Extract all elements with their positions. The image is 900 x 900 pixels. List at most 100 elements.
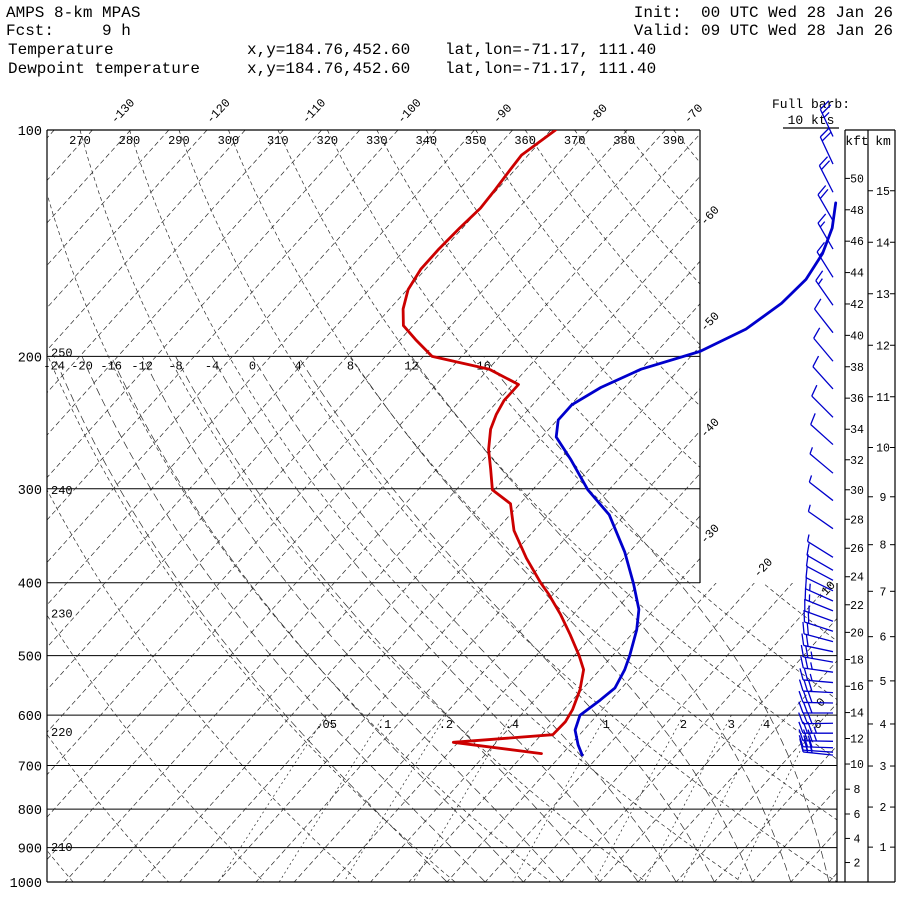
barb-staff bbox=[802, 740, 834, 742]
barb-full bbox=[802, 701, 809, 714]
barb-half bbox=[823, 112, 830, 118]
barb-full bbox=[802, 721, 809, 734]
barb-staff bbox=[819, 109, 834, 137]
barb-half bbox=[809, 447, 814, 455]
barb-half bbox=[817, 278, 823, 285]
barb-full bbox=[807, 729, 813, 742]
mixing-ratio-line bbox=[512, 715, 607, 882]
km-tick-label: 10 bbox=[876, 442, 890, 455]
barb-staff bbox=[808, 481, 834, 502]
barb-full bbox=[816, 242, 825, 253]
dry-adiabat-label-top: 330 bbox=[366, 134, 388, 148]
isotherm-line bbox=[47, 130, 666, 882]
dry-adiabat-label-top: 290 bbox=[168, 134, 190, 148]
barb-full bbox=[800, 644, 805, 657]
barb-full bbox=[807, 679, 813, 692]
wind-barb bbox=[799, 740, 834, 756]
moist-adiabat-line bbox=[141, 356, 562, 882]
barb-staff bbox=[808, 510, 834, 530]
isotherm-line bbox=[47, 130, 246, 882]
km-tick-label: 2 bbox=[880, 802, 887, 815]
wind-barb bbox=[808, 475, 834, 502]
kft-tick-label: 28 bbox=[850, 514, 864, 527]
mixing-ratio-label: .4 bbox=[505, 718, 519, 732]
kft-tick-label: 4 bbox=[854, 833, 861, 846]
wind-barb bbox=[807, 504, 834, 530]
km-tick-label: 1 bbox=[880, 842, 887, 855]
barb-staff bbox=[814, 308, 834, 334]
dry-adiabat-label-top: 370 bbox=[564, 134, 586, 148]
dry-adiabat-line bbox=[79, 130, 647, 882]
wind-barb bbox=[817, 185, 834, 221]
moist-adiabat-line bbox=[350, 356, 753, 882]
wind-barb bbox=[815, 270, 834, 306]
wind-barb bbox=[798, 721, 833, 734]
moist-adiabat-line bbox=[411, 356, 792, 882]
barb-half bbox=[806, 534, 810, 542]
dry-adiabat-label-top: 310 bbox=[267, 134, 289, 148]
kft-tick-label: 22 bbox=[850, 600, 864, 613]
barb-full bbox=[819, 100, 830, 110]
barb-staff bbox=[805, 588, 834, 602]
dry-adiabat-label-left: 250 bbox=[51, 346, 73, 360]
isotherm-line bbox=[47, 130, 552, 882]
isotherm-line bbox=[47, 130, 590, 882]
pressure-tick-label: 1000 bbox=[10, 877, 42, 892]
dewpoint-trace bbox=[401, 130, 585, 755]
barb-staff bbox=[812, 366, 834, 390]
barb-half bbox=[813, 726, 818, 734]
forecast-hour: Fcst: 9 h bbox=[6, 22, 131, 40]
pressure-tick-label: 300 bbox=[18, 484, 42, 499]
kft-tick-label: 6 bbox=[854, 809, 861, 822]
isotherm-line bbox=[714, 130, 837, 882]
wind-barb bbox=[819, 100, 834, 137]
frame-layer bbox=[46, 129, 896, 883]
barb-staff bbox=[810, 424, 834, 446]
dry-adiabat-label-top: 350 bbox=[465, 134, 487, 148]
kft-tick-label: 32 bbox=[850, 455, 864, 468]
barb-full bbox=[800, 656, 804, 669]
barb-full bbox=[799, 740, 804, 753]
isotherm-line bbox=[47, 130, 284, 882]
moist-adiabat-label: 12 bbox=[404, 359, 418, 373]
isotherm-line bbox=[47, 130, 170, 882]
dry-adiabat-line bbox=[376, 130, 837, 882]
barb-staff bbox=[816, 251, 834, 278]
moist-adiabat-line bbox=[211, 356, 639, 882]
barb-full bbox=[813, 327, 821, 339]
mixing-ratio-label: 1 bbox=[603, 718, 610, 732]
isotherm-line bbox=[47, 130, 704, 882]
temperature-trace bbox=[554, 201, 838, 757]
mixing-ratio-line bbox=[343, 715, 447, 882]
barb-full bbox=[801, 633, 805, 646]
barb-half bbox=[810, 662, 813, 670]
dry-adiabat-label-left: 210 bbox=[51, 841, 73, 855]
moist-adiabat-label: -4 bbox=[205, 359, 219, 373]
barb-full bbox=[813, 298, 822, 310]
moist-adiabat-line bbox=[81, 356, 486, 882]
kft-tick-label: 44 bbox=[850, 268, 864, 281]
barb-full bbox=[806, 623, 810, 636]
moist-adiabat-line bbox=[252, 356, 677, 882]
dry-adiabat-label-top: 390 bbox=[663, 134, 685, 148]
barb-full bbox=[815, 270, 824, 282]
km-axis-header: km bbox=[875, 134, 891, 149]
barb-full bbox=[798, 712, 804, 724]
km-tick-label: 11 bbox=[876, 392, 890, 405]
barb-staff bbox=[813, 337, 834, 362]
kft-tick-label: 20 bbox=[850, 627, 864, 640]
barb-full bbox=[803, 679, 809, 692]
dry-adiabat-label-top: 300 bbox=[218, 134, 240, 148]
moist-adiabat-label: -12 bbox=[131, 359, 153, 373]
wind-barb bbox=[818, 156, 834, 193]
barb-full bbox=[821, 132, 832, 142]
barb-full bbox=[803, 735, 809, 748]
mixing-ratio-label: 6 bbox=[814, 718, 821, 732]
valid-time: Valid: 09 UTC Wed 28 Jan 26 bbox=[634, 22, 893, 40]
barb-full bbox=[798, 679, 804, 692]
moist-adiabat-label: -8 bbox=[168, 359, 182, 373]
wind-barb bbox=[813, 327, 834, 362]
init-time: Init: 00 UTC Wed 28 Jan 26 bbox=[634, 4, 893, 22]
kft-tick-label: 34 bbox=[850, 424, 864, 437]
full-barb-note: Full barb: bbox=[772, 97, 850, 112]
